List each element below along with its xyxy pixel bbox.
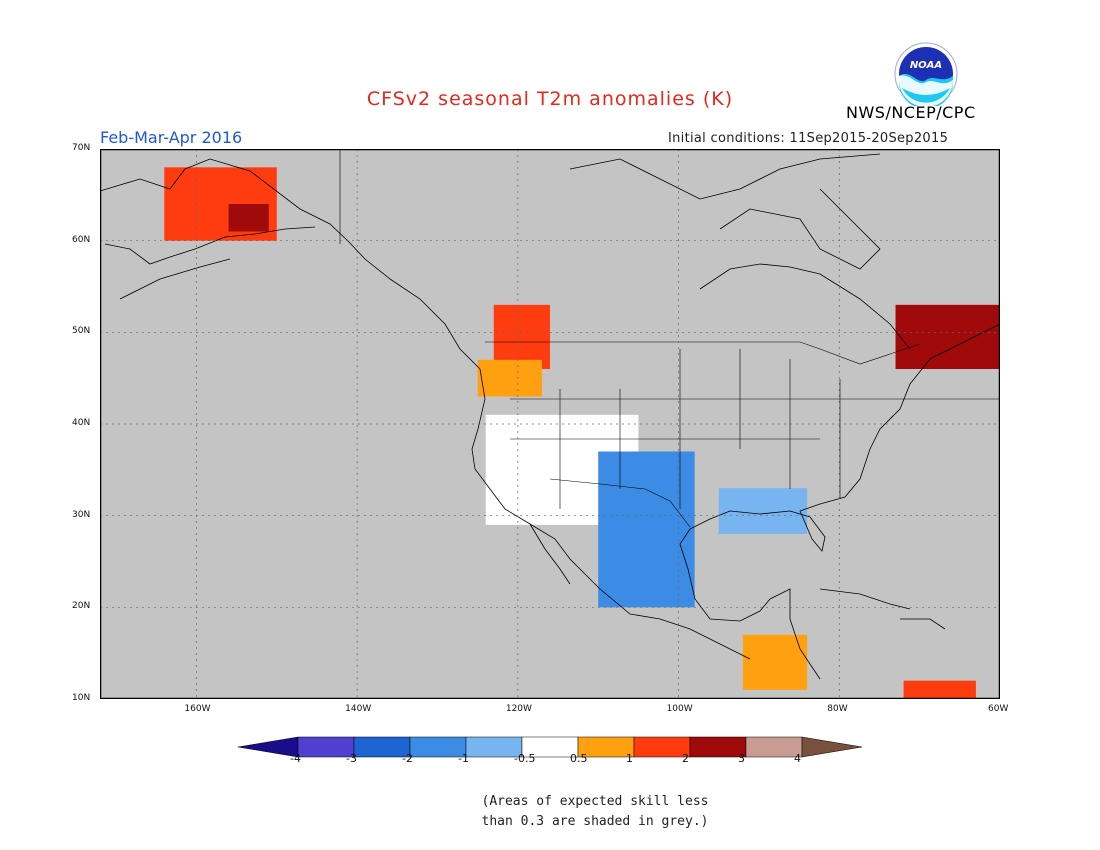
lat-label: 50N bbox=[72, 326, 91, 337]
lon-label: 140W bbox=[345, 704, 372, 714]
political-borders bbox=[339, 149, 1000, 528]
colorbar-tick-label: -4 bbox=[290, 752, 301, 765]
lat-label: 60N bbox=[72, 234, 91, 245]
colorbar-tick-label: 4 bbox=[794, 752, 801, 765]
anomaly-region-central-america bbox=[742, 634, 808, 690]
noaa-logo: NOAA bbox=[894, 42, 958, 106]
lon-label: 100W bbox=[666, 704, 693, 714]
colorbar-tick-label: 2 bbox=[682, 752, 689, 765]
coastlines bbox=[100, 153, 1000, 680]
colorbar-tick-label: 1 bbox=[626, 752, 633, 765]
anomaly-region-pacific-northwest bbox=[493, 304, 550, 369]
colorbar-tick-label: 3 bbox=[738, 752, 745, 765]
anomaly-region-oregon-idaho bbox=[477, 359, 542, 397]
lat-label: 20N bbox=[72, 601, 91, 612]
anomaly-region-alaska-core bbox=[228, 204, 269, 232]
colorbar-max-triangle bbox=[801, 736, 862, 758]
lat-label: 30N bbox=[72, 509, 91, 520]
colorbar-tick-label: -0.5 bbox=[514, 752, 536, 765]
anomaly-map bbox=[100, 149, 1000, 699]
lon-label: 160W bbox=[184, 704, 211, 714]
skill-note-line-1: (Areas of expected skill less bbox=[481, 794, 709, 809]
forecast-period: Feb-Mar-Apr 2016 bbox=[100, 128, 243, 147]
colorbar-tick-label: -2 bbox=[402, 752, 413, 765]
map-frame bbox=[100, 149, 1000, 699]
anomaly-shading bbox=[164, 167, 1000, 699]
initial-conditions: Initial conditions: 11Sep2015-20Sep2015 bbox=[668, 131, 949, 146]
agency-label: NWS/NCEP/CPC bbox=[846, 103, 976, 122]
lon-label: 120W bbox=[505, 704, 532, 714]
anomaly-region-caribbean bbox=[903, 680, 976, 699]
lat-label: 40N bbox=[72, 418, 91, 428]
chart-title: CFSv2 seasonal T2m anomalies (K) bbox=[366, 88, 734, 110]
lat-label: 10N bbox=[72, 693, 91, 703]
lon-label: 60W bbox=[988, 704, 1009, 714]
skill-note-line-2: than 0.3 are shaded in grey.) bbox=[481, 814, 709, 829]
colorbar-tick-label: -3 bbox=[346, 752, 357, 765]
colorbar-tick-label: 0.5 bbox=[570, 752, 588, 765]
lat-label: 70N bbox=[72, 143, 91, 153]
colorbar-tick-label: -1 bbox=[458, 752, 469, 765]
svg-text:NOAA: NOAA bbox=[910, 60, 942, 71]
grid-lines bbox=[100, 149, 1000, 699]
lon-label: 80W bbox=[827, 704, 848, 714]
anomaly-region-quebec-labrador bbox=[895, 304, 1000, 369]
skill-note: (Areas of expected skill less than 0.3 a… bbox=[430, 792, 760, 832]
colorbar bbox=[238, 736, 862, 758]
colorbar-min-triangle bbox=[238, 736, 299, 758]
